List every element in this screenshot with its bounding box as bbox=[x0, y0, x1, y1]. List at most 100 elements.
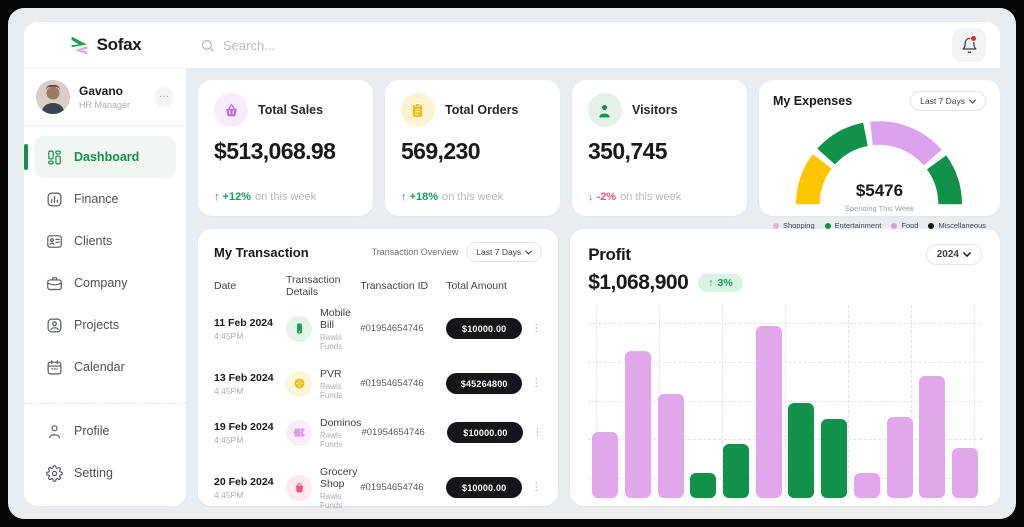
legend-dot-icon bbox=[891, 222, 898, 229]
expenses-caption: Spending This Week bbox=[844, 204, 914, 213]
legend-dot-icon bbox=[824, 222, 831, 229]
sidebar-item-company[interactable]: Company bbox=[34, 262, 176, 304]
sidebar-item-dashboard[interactable]: Dashboard bbox=[24, 136, 176, 178]
phone-icon bbox=[286, 315, 312, 342]
row-menu-button[interactable]: ⋮ bbox=[530, 322, 542, 334]
stat-delta: ↓ -2% on this week bbox=[587, 191, 682, 203]
expenses-card: My Expenses Last 7 Days bbox=[758, 80, 1000, 230]
sidebar-item-label: Dashboard bbox=[74, 150, 140, 164]
app-logo[interactable]: Sofax bbox=[24, 35, 186, 56]
sidebar-item-setting[interactable]: Setting bbox=[34, 452, 176, 494]
stat-title: Total Orders bbox=[444, 103, 519, 117]
bar-5 bbox=[723, 443, 749, 498]
row-menu-button[interactable]: ⋮ bbox=[530, 377, 542, 389]
transactions-header-row: Date Transaction Details Transaction ID Tot… bbox=[214, 274, 542, 298]
amount-badge: $45264800 bbox=[446, 373, 523, 394]
person-icon bbox=[599, 104, 611, 117]
transaction-id: #01954654746 bbox=[360, 482, 424, 493]
setting-icon bbox=[46, 464, 63, 482]
stat-card-total-sales: Total Sales $513,068.98 ↑ +12% on this week bbox=[198, 80, 373, 216]
bell-icon bbox=[961, 37, 977, 53]
film-icon bbox=[286, 370, 312, 397]
top-bar: Sofax bbox=[24, 22, 1000, 68]
search-bar bbox=[200, 37, 483, 53]
transactions-period-dropdown[interactable]: Last 7 Days bbox=[466, 242, 543, 262]
legend-item-food: Food bbox=[891, 221, 918, 230]
transaction-date: 20 Feb 2024 bbox=[214, 475, 274, 488]
dashboard-icon bbox=[48, 150, 61, 164]
gridline bbox=[848, 305, 850, 498]
transaction-date: 19 Feb 2024 bbox=[214, 420, 274, 433]
bag-icon bbox=[286, 474, 312, 501]
amount-badge: $10000.00 bbox=[447, 422, 524, 443]
transactions-rows: 11 Feb 2024 4:45PM Mobile Bill Rawls Funds #… bbox=[214, 298, 542, 519]
transaction-fund: Rawls Funds bbox=[320, 491, 343, 510]
row-menu-button[interactable]: ⋮ bbox=[531, 426, 543, 438]
kebab-icon: ⋮ bbox=[531, 481, 542, 493]
search-input[interactable] bbox=[223, 37, 483, 53]
sidebar-item-calendar[interactable]: Calendar bbox=[34, 346, 176, 388]
sidebar-item-finance[interactable]: Finance bbox=[34, 178, 176, 220]
profit-year-dropdown[interactable]: 2024 bbox=[925, 244, 982, 265]
ticket-icon bbox=[286, 419, 312, 446]
profile-icon bbox=[48, 424, 61, 438]
profit-bar-chart bbox=[588, 305, 982, 498]
gridline bbox=[911, 305, 913, 498]
column-header: Transaction ID bbox=[360, 280, 429, 292]
bar-11 bbox=[919, 376, 946, 498]
bar-2 bbox=[624, 351, 651, 498]
sidebar-item-label: Profile bbox=[74, 424, 110, 438]
gridline bbox=[785, 305, 787, 498]
user-role: HR Manager bbox=[79, 100, 131, 110]
person-icon bbox=[587, 93, 622, 127]
expenses-legend: Shopping Entertainment Food Miscellaneous bbox=[772, 217, 986, 232]
bar-3 bbox=[657, 393, 684, 498]
stat-card-visitors: Visitors 350,745 ↓ -2% on this week bbox=[571, 80, 747, 216]
sidebar-item-profile[interactable]: Profile bbox=[34, 410, 176, 452]
user-menu-button[interactable]: ··· bbox=[154, 87, 174, 107]
basket-icon bbox=[214, 93, 248, 127]
column-header: Date bbox=[214, 280, 237, 292]
sidebar-item-label: Finance bbox=[74, 192, 119, 206]
trend-up-icon: ↑ bbox=[400, 191, 407, 203]
sidebar-item-projects[interactable]: Projects bbox=[34, 304, 176, 346]
column-header: Total Amount bbox=[446, 280, 507, 292]
kebab-icon: ⋮ bbox=[531, 322, 542, 334]
profit-card: Profit 2024 $1,068,900 ↑ 3% bbox=[570, 229, 1000, 506]
transaction-fund: Rawls Funds bbox=[320, 332, 343, 351]
user-name: Gavano bbox=[79, 84, 124, 98]
gridline bbox=[596, 305, 598, 498]
stat-value: 569,230 bbox=[400, 138, 481, 164]
sidebar-nav: Dashboard Finance Clients Company Projects Ca… bbox=[24, 126, 186, 394]
company-icon bbox=[47, 276, 62, 290]
bar-7 bbox=[788, 403, 815, 498]
sidebar-item-clients[interactable]: Clients bbox=[34, 220, 176, 262]
legend-dot-icon bbox=[772, 222, 779, 229]
clipboard-icon bbox=[413, 102, 423, 117]
stat-cards-row: Total Sales $513,068.98 ↑ +12% on this week… bbox=[198, 80, 1000, 230]
profit-title: Profit bbox=[588, 244, 631, 264]
trend-down-icon: ↓ bbox=[587, 191, 594, 203]
transaction-date: 13 Feb 2024 bbox=[214, 371, 274, 384]
column-header: Transaction Details bbox=[286, 274, 341, 298]
projects-icon bbox=[47, 318, 62, 332]
kebab-icon: ⋮ bbox=[532, 426, 543, 438]
kebab-icon: ⋮ bbox=[531, 377, 542, 389]
transaction-row: 19 Feb 2024 4:45PM Dominos Rawls Funds #0195… bbox=[214, 408, 542, 457]
legend-item-shopping: Shopping bbox=[772, 221, 815, 230]
finance-icon bbox=[47, 192, 62, 206]
stat-value: 350,745 bbox=[587, 138, 668, 164]
search-icon bbox=[201, 39, 214, 52]
transaction-time: 4:45PM bbox=[214, 385, 244, 396]
row-menu-button[interactable]: ⋮ bbox=[530, 481, 542, 493]
transaction-time: 4:45PM bbox=[214, 489, 244, 500]
notifications-button[interactable] bbox=[952, 28, 986, 62]
profit-value: $1,068,900 bbox=[588, 271, 689, 294]
legend-item-entertainment: Entertainment bbox=[824, 221, 881, 230]
bar-6 bbox=[755, 326, 782, 498]
gridline bbox=[722, 305, 724, 498]
amount-badge: $10000.00 bbox=[446, 318, 523, 339]
expenses-period-dropdown[interactable]: Last 7 Days bbox=[910, 91, 986, 111]
transaction-name: Dominos bbox=[320, 416, 362, 429]
chevron-down-icon bbox=[963, 252, 971, 257]
